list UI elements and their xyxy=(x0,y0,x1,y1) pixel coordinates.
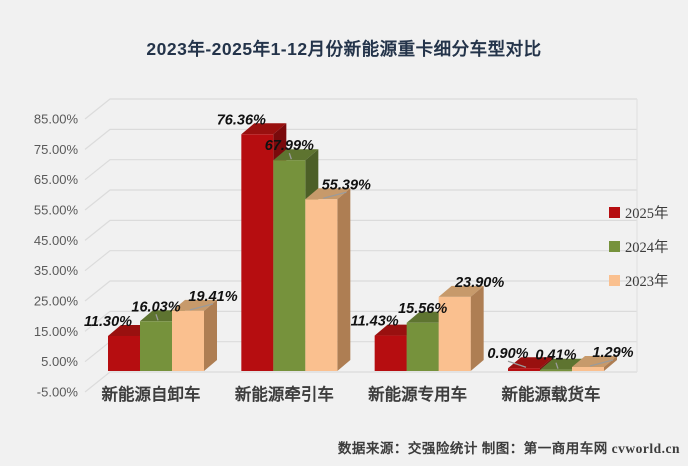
x-axis-category-label: 新能源自卸车 xyxy=(102,384,201,404)
data-label: 16.03% xyxy=(131,299,180,315)
x-axis-category-label: 新能源载货车 xyxy=(501,384,600,404)
bar-2023年-3 xyxy=(571,367,604,371)
y-axis-tick-label: 15.00% xyxy=(34,324,79,339)
gridline xyxy=(84,371,637,393)
label-leader-line xyxy=(507,360,527,368)
data-label: 11.30% xyxy=(84,314,132,330)
y-axis-tick-label: 35.00% xyxy=(34,263,79,278)
bar-2023年-2 xyxy=(438,296,471,371)
data-label: 11.43% xyxy=(351,314,399,330)
bar-side-2023年-0 xyxy=(204,299,217,371)
label-leader-line xyxy=(323,191,347,199)
gridline xyxy=(84,128,637,150)
label-leader-line xyxy=(288,153,292,160)
legend-label-2024: 2024年 xyxy=(625,240,669,256)
bar-2024年-0 xyxy=(140,321,172,371)
bar-side-2023年-2 xyxy=(470,285,484,371)
bar-2025年-3 xyxy=(507,368,540,371)
bar-2024年-2 xyxy=(406,322,439,371)
x-axis-category-label: 新能源专用车 xyxy=(368,384,467,404)
gridline xyxy=(84,219,637,241)
gridline xyxy=(84,250,637,272)
data-label: 0.41% xyxy=(535,348,576,364)
bar-2025年-0 xyxy=(108,335,140,371)
bar-top-2025年-1 xyxy=(241,123,287,135)
data-label: 23.90% xyxy=(454,275,504,291)
x-axis-category-label: 新能源牵引车 xyxy=(235,384,334,404)
y-axis-tick-label: 85.00% xyxy=(34,112,79,127)
label-leader-line xyxy=(555,362,559,369)
bar-top-2024年-1 xyxy=(273,149,319,161)
data-label: 15.56% xyxy=(398,301,447,317)
data-label: 76.36% xyxy=(217,112,266,128)
legend-label-2025: 2025年 xyxy=(625,206,669,222)
data-label: 0.90% xyxy=(487,346,528,362)
bar-2023年-1 xyxy=(305,199,338,371)
data-label: 67.99% xyxy=(265,138,314,154)
bar-2023年-0 xyxy=(172,310,204,371)
legend-item-2024: 2024年 xyxy=(609,236,669,257)
legend-item-2023: 2023年 xyxy=(609,270,669,291)
bar-top-2023年-2 xyxy=(438,285,484,297)
gridline xyxy=(84,280,637,302)
y-axis-tick-label: -5.00% xyxy=(37,385,79,400)
bar-2025年-2 xyxy=(374,335,407,371)
label-leader-line xyxy=(155,314,159,321)
y-axis-tick-label: 25.00% xyxy=(34,294,79,309)
y-axis-tick-label: 65.00% xyxy=(34,172,79,187)
bar-2024年-3 xyxy=(539,369,572,372)
bar-top-2023年-3 xyxy=(571,356,617,368)
label-leader-line xyxy=(589,359,614,367)
legend-item-2025: 2025年 xyxy=(609,202,669,223)
bar-2025年-1 xyxy=(241,134,274,371)
bar-2024年-1 xyxy=(273,160,306,371)
gridline xyxy=(84,98,637,120)
y-axis-tick-label: 45.00% xyxy=(34,233,79,248)
y-axis-tick-label: 55.00% xyxy=(34,203,79,218)
bar-top-2023年-0 xyxy=(172,299,217,311)
data-label: 1.29% xyxy=(592,345,633,361)
chart-legend: 2025年 2024年 2023年 xyxy=(609,202,669,291)
legend-swatch-2025-icon xyxy=(609,207,620,218)
data-label: 55.39% xyxy=(322,177,371,193)
label-leader-line xyxy=(189,303,214,311)
legend-swatch-2023-icon xyxy=(609,275,620,286)
legend-label-2023: 2023年 xyxy=(625,274,669,290)
gridline xyxy=(84,159,637,181)
bar-top-2023年-1 xyxy=(305,188,351,200)
source-credit-text: 数据来源：交强险统计 制图：第一商用车网 cvworld.cn xyxy=(337,441,680,456)
legend-swatch-2024-icon xyxy=(609,241,620,252)
y-axis-tick-label: 5.00% xyxy=(41,354,78,369)
data-label: 19.41% xyxy=(188,289,237,305)
bar-side-2023年-1 xyxy=(337,188,351,371)
gridline xyxy=(84,189,637,211)
y-axis-tick-label: 75.00% xyxy=(34,142,79,157)
chart-title: 2023年-2025年1-12月份新能源重卡细分车型对比 xyxy=(146,39,542,59)
bar-side-2023年-3 xyxy=(603,356,617,371)
